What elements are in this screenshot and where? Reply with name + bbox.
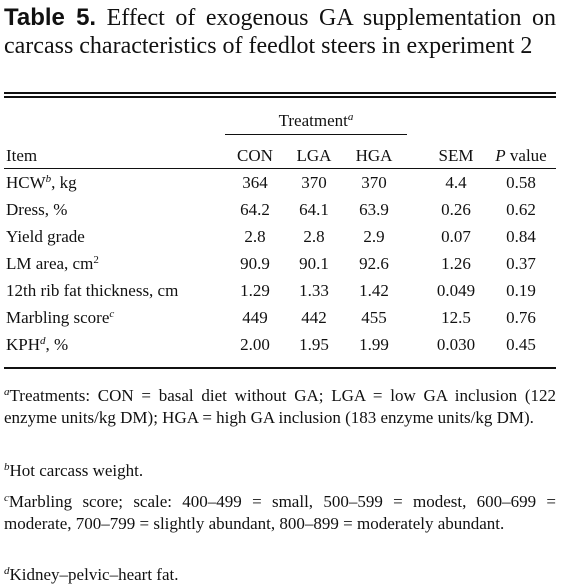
header-con: CON [237,146,273,165]
cell-lga: 64.1 [299,200,329,219]
table-row: HCWb, kg 364 370 370 4.4 0.58 [4,170,556,196]
table-row: 12th rib fat thickness, cm 1.29 1.33 1.42 0.… [4,278,556,304]
treatment-footnote-mark: a [347,111,354,123]
footnote-d-text: Kidney–pelvic–heart fat. [9,565,179,584]
cell-sem: 12.5 [441,308,471,327]
cell-lga: 1.95 [299,335,329,354]
cell-p: 0.76 [506,308,536,327]
footnote-c-mark: c [4,492,9,504]
cell-sem: 0.049 [436,281,476,300]
cell-hga: 1.99 [359,335,389,354]
row-item-text: LM area, cm [6,254,94,273]
cell-lga: 2.8 [303,227,325,246]
row-item-unit: , % [45,335,69,354]
header-p-letter: P [495,146,506,165]
cell-lga: 442 [301,308,327,327]
cell-con: 364 [242,173,268,192]
cell-lga: 90.1 [299,254,329,273]
row-item-label: 12th rib fat thickness, cm [6,281,178,301]
footnote-c-text: Marbling score; scale: 400–499 = small, … [4,492,556,533]
footnote-a-mark: a [4,386,10,398]
row-item-text: Dress, % [6,200,68,219]
footnote-a-text: Treatments: CON = basal diet without GA;… [4,386,556,427]
cell-p: 0.19 [506,281,536,300]
table-row: Marbling scorec 449 442 455 12.5 0.76 [4,305,556,331]
header-sem: SEM [438,146,474,165]
footnote-d-mark: d [4,565,10,577]
row-item-label: Marbling scorec [6,308,114,328]
footnote-c: cMarbling score; scale: 400–499 = small,… [4,491,556,535]
header-rule [4,168,556,169]
bottom-rule [4,367,556,369]
footnote-d: dKidney–pelvic–heart fat. [4,564,556,586]
treatment-spanner-rule [225,134,407,135]
table-row: Dress, % 64.2 64.1 63.9 0.26 0.62 [4,197,556,223]
header-item: Item [6,146,38,165]
cell-sem: 4.4 [445,173,467,192]
cell-p: 0.37 [506,254,536,273]
table-row: LM area, cm2 90.9 90.1 92.6 1.26 0.37 [4,251,556,277]
cell-sem: 0.030 [436,335,476,354]
cell-con: 2.00 [240,335,270,354]
top-rule-inner [4,96,556,98]
cell-lga: 1.33 [299,281,329,300]
caption-text: Effect of exogenous GA supplementation o… [4,5,556,59]
cell-lga: 370 [301,173,327,192]
cell-hga: 370 [361,173,387,192]
row-item-text: 12th rib fat thickness, cm [6,281,179,300]
treatment-label: Treatment [278,111,348,130]
header-p-value: P value [493,146,549,166]
cell-con: 90.9 [240,254,270,273]
cell-sem: 1.26 [441,254,471,273]
cell-hga: 92.6 [359,254,389,273]
cell-sem: 0.07 [441,227,471,246]
row-item-superscript: d [40,335,46,347]
row-item-label: LM area, cm2 [6,254,99,274]
table-caption: Table 5. Effect of exogenous GA suppleme… [4,4,556,60]
row-item-label: Dress, % [6,200,67,220]
cell-hga: 1.42 [359,281,389,300]
cell-con: 1.29 [240,281,270,300]
header-hga: HGA [355,146,393,165]
footnote-b-mark: b [4,461,10,473]
cell-con: 449 [242,308,268,327]
cell-con: 2.8 [244,227,266,246]
top-rule [4,92,556,94]
cell-p: 0.58 [506,173,536,192]
header-p-word: value [509,146,547,165]
column-header-row: Item CON LGA HGA SEM P value [4,143,556,169]
cell-p: 0.62 [506,200,536,219]
treatment-header: Treatmenta [225,111,407,131]
row-item-text: HCW [6,173,46,192]
cell-hga: 63.9 [359,200,389,219]
cell-p: 0.84 [506,227,536,246]
row-item-label: KPHd, % [6,335,68,355]
header-lga: LGA [296,146,332,165]
table-row: KPHd, % 2.00 1.95 1.99 0.030 0.45 [4,332,556,358]
footnote-b: bHot carcass weight. [4,460,556,482]
row-item-text: Yield grade [6,227,85,246]
row-item-unit: , kg [51,173,77,192]
cell-con: 64.2 [240,200,270,219]
cell-hga: 455 [361,308,387,327]
row-item-superscript: b [45,173,52,185]
cell-hga: 2.9 [363,227,385,246]
cell-sem: 0.26 [441,200,471,219]
table-row: Yield grade 2.8 2.8 2.9 0.07 0.84 [4,224,556,250]
row-item-text: Marbling score [6,308,110,327]
caption-label: Table 5. [4,4,97,31]
cell-p: 0.45 [506,335,536,354]
footnote-a: aTreatments: CON = basal diet without GA… [4,385,556,429]
footnote-b-text: Hot carcass weight. [9,461,144,480]
row-item-superscript: c [109,308,115,320]
row-item-label: Yield grade [6,227,85,247]
row-item-text: KPH [6,335,41,354]
row-item-superscript: 2 [93,254,99,266]
row-item-label: HCWb, kg [6,173,77,193]
